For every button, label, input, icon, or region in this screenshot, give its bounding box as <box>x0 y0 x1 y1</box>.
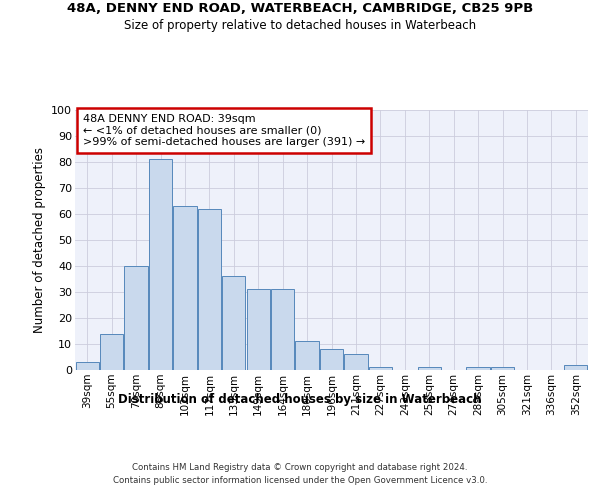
Text: Contains public sector information licensed under the Open Government Licence v3: Contains public sector information licen… <box>113 476 487 485</box>
Bar <box>247 290 270 370</box>
Bar <box>100 334 123 370</box>
Bar <box>173 206 197 370</box>
Bar <box>418 368 441 370</box>
Bar <box>271 290 294 370</box>
Bar <box>564 365 587 370</box>
Bar <box>491 368 514 370</box>
Bar <box>149 160 172 370</box>
Bar <box>320 349 343 370</box>
Bar <box>295 342 319 370</box>
Y-axis label: Number of detached properties: Number of detached properties <box>32 147 46 333</box>
Text: 48A, DENNY END ROAD, WATERBEACH, CAMBRIDGE, CB25 9PB: 48A, DENNY END ROAD, WATERBEACH, CAMBRID… <box>67 2 533 16</box>
Bar <box>222 276 245 370</box>
Text: Contains HM Land Registry data © Crown copyright and database right 2024.: Contains HM Land Registry data © Crown c… <box>132 462 468 471</box>
Bar <box>344 354 368 370</box>
Text: Size of property relative to detached houses in Waterbeach: Size of property relative to detached ho… <box>124 19 476 32</box>
Bar <box>198 209 221 370</box>
Bar <box>369 368 392 370</box>
Text: 48A DENNY END ROAD: 39sqm
← <1% of detached houses are smaller (0)
>99% of semi-: 48A DENNY END ROAD: 39sqm ← <1% of detac… <box>83 114 365 147</box>
Bar <box>466 368 490 370</box>
Bar <box>124 266 148 370</box>
Text: Distribution of detached houses by size in Waterbeach: Distribution of detached houses by size … <box>118 392 482 406</box>
Bar <box>76 362 99 370</box>
